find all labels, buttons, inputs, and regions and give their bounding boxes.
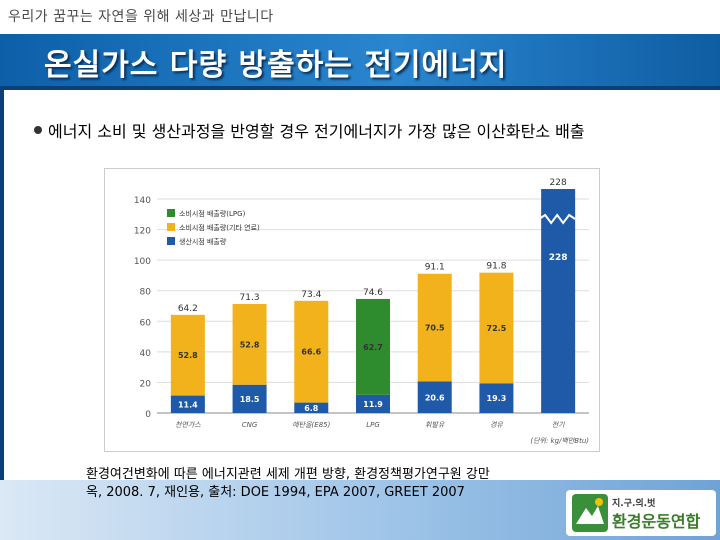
y-tick-label: 120 (134, 227, 151, 237)
logo-emblem-icon (572, 494, 608, 532)
legend-label: 생산시점 배출량 (179, 237, 227, 246)
bar-segment (356, 394, 390, 413)
left-stripe (0, 90, 4, 480)
bar-segment (541, 189, 576, 413)
y-tick-label: 40 (140, 349, 152, 359)
bar-total-label: 91.8 (486, 262, 506, 272)
legend-label: 소비시점 배출량(기타 연료) (179, 223, 260, 232)
bar-total-label: 64.2 (178, 304, 198, 314)
legend-swatch (167, 237, 175, 245)
bar-total-label: 228 (550, 178, 567, 188)
bar-value-label: 52.8 (178, 351, 198, 360)
bar-segment (294, 402, 329, 413)
page-title: 온실가스 다량 방출하는 전기에너지 (44, 48, 508, 83)
bar-value-label: 66.6 (301, 348, 321, 357)
bar-segment (170, 314, 205, 396)
bar-value-label: 19.3 (487, 394, 507, 403)
bar-value-label: 20.6 (425, 393, 445, 402)
unit-label: (단위: kg/백만Btu) (530, 437, 589, 445)
y-tick-label: 80 (140, 288, 152, 298)
bar-segment (479, 383, 514, 413)
bar-value-label: 70.5 (425, 324, 445, 333)
bullet-icon (34, 126, 42, 134)
logo-small-text: 지.구.의.벗 (612, 499, 656, 509)
bar-segment (232, 304, 267, 385)
emissions-chart: 0 20 40 60 80 100 120 140 11.4 52.8 64.2 천연가스 18.5 52… (134, 178, 589, 445)
source-line-2: 옥, 2008. 7, 재인용, 출처: DOE 1994, EPA 2007,… (86, 485, 465, 500)
source-line-1: 환경여건변화에 따른 에너지관련 세제 개편 방향, 환경정책평가연구원 강만 (86, 467, 490, 482)
organization-logo: 지.구.의.벗 환경운동연합 (566, 490, 716, 536)
bar-value-label: 18.5 (240, 395, 260, 404)
x-tick-label: 에탄올(E85) (292, 421, 330, 429)
bar-value-label: 6.8 (304, 404, 319, 413)
x-tick-label: LPG (366, 421, 380, 429)
x-tick-label: 휘발유 (425, 421, 445, 429)
bar-value-label: 52.8 (240, 340, 260, 349)
title-bar (0, 34, 720, 86)
legend-swatch (167, 223, 175, 231)
bar-total-label: 73.4 (301, 290, 321, 300)
x-tick-label: CNG (242, 421, 258, 429)
logo-big-text: 환경운동연합 (612, 512, 701, 531)
y-tick-label: 140 (134, 196, 151, 206)
bar-segment (356, 298, 390, 395)
y-tick-label: 100 (134, 257, 151, 267)
x-tick-label: 경유 (490, 421, 503, 429)
top-band (0, 0, 720, 36)
bar-segment (170, 395, 205, 413)
y-tick-label: 60 (140, 318, 152, 328)
bar-value-label: 11.9 (363, 400, 383, 409)
bar-value-label: 11.4 (178, 400, 198, 409)
y-tick-label: 20 (140, 379, 152, 389)
y-tick-label: 0 (145, 410, 151, 420)
bar-total-label: 71.3 (240, 293, 260, 303)
bar-total-label: 91.1 (425, 263, 445, 273)
bar-segment (294, 300, 329, 403)
source-citation: 환경여건변화에 따른 에너지관련 세제 개편 방향, 환경정책평가연구원 강만 … (86, 466, 566, 502)
title-divider (0, 86, 720, 90)
bar-total-label: 74.6 (363, 288, 383, 298)
bullet-text: 에너지 소비 및 생산과정을 반영할 경우 전기에너지가 가장 많은 이산화탄소… (48, 122, 585, 141)
legend-label: 소비시점 배출량(LPG) (179, 209, 246, 218)
bar-value-label: 62.7 (363, 343, 383, 352)
x-tick-label: 천연가스 (175, 421, 201, 429)
bar-segment (232, 384, 267, 413)
bar-value-label: 228 (549, 253, 568, 263)
bar-value-label: 72.5 (487, 324, 507, 333)
bar-segment (417, 381, 452, 413)
bar-segment (417, 273, 452, 382)
bar-segment (479, 272, 514, 384)
slogan: 우리가 꿈꾸는 자연을 위해 세상과 만납니다 (8, 9, 274, 25)
axis-break-mark (538, 213, 576, 225)
legend-swatch (167, 209, 175, 217)
x-tick-label: 전기 (552, 421, 565, 429)
chart-frame: 0 20 40 60 80 100 120 140 11.4 52.8 64.2 천연가스 18.5 52… (104, 168, 600, 452)
